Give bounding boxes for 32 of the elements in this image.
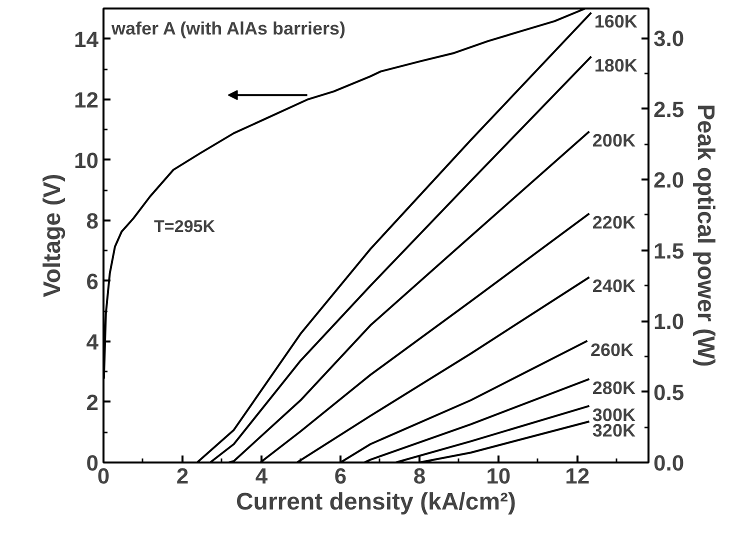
y-tick-label: 10 (74, 148, 99, 173)
y-tick-label: 12 (74, 87, 99, 112)
y-tick-label: 6 (86, 268, 99, 294)
legend-label: 280K (592, 378, 636, 398)
x-tick-label: 4 (255, 464, 268, 488)
y2-tick-label: 2.0 (654, 168, 684, 193)
y-tick-label: 8 (86, 208, 99, 234)
y2-tick-label: 0.0 (654, 450, 684, 476)
legend-label: 180K (594, 56, 638, 76)
y-tick-label: 4 (86, 329, 100, 354)
x-axis-title: Current density (kA/cm²) (236, 488, 516, 516)
y2-tick-label: 1.5 (654, 238, 684, 264)
x-tick-label: 6 (334, 464, 347, 488)
x-tick-label: 8 (413, 464, 426, 488)
legend-label: 260K (590, 340, 634, 360)
legend-label: 240K (592, 276, 636, 296)
legend-label: 200K (592, 130, 636, 151)
y2-tick-label: 2.5 (654, 96, 684, 122)
y-axis-title: Voltage (V) (39, 174, 66, 298)
y-tick-label: 2 (86, 390, 99, 415)
series-label: T=295K (154, 217, 216, 236)
x-tick-label: 10 (486, 464, 511, 488)
series-label: 160K (594, 12, 638, 32)
x-tick-label: 12 (565, 464, 590, 488)
legend-label: 220K (592, 212, 636, 233)
y2-tick-label: 3.0 (654, 26, 684, 52)
y-tick-label: 14 (74, 26, 100, 52)
y2-tick-label: 1.0 (654, 309, 684, 334)
x-tick-label: 2 (176, 464, 189, 488)
y2-tick-label: 0.5 (654, 380, 684, 405)
y2-axis-title: Peak optical power (W) (692, 104, 720, 367)
annotation: wafer A (with AlAs barriers) (110, 18, 346, 38)
